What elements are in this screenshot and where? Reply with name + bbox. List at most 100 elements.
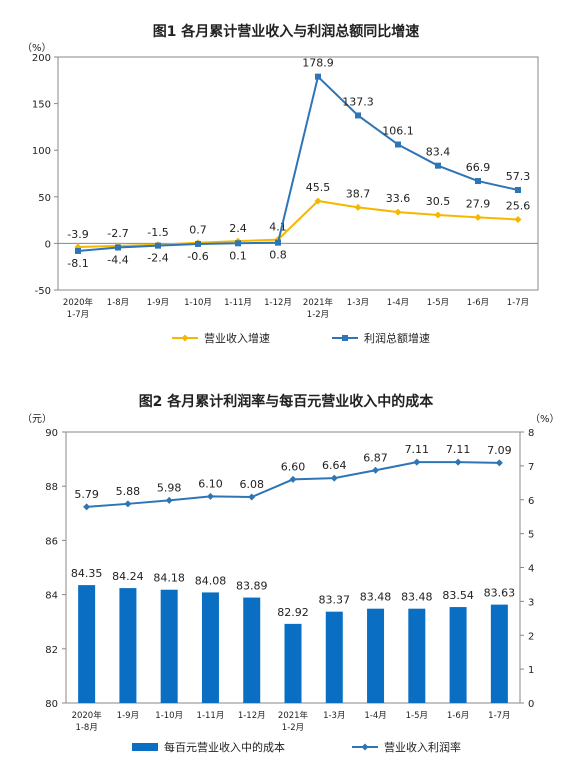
chart-1-y-tick-label: -50 — [35, 286, 51, 297]
chart-1-growth-rates: 图1 各月累计营业收入与利润总额同比增速 （%） -50 0 50 100 150 200… — [22, 23, 539, 345]
chart-2-x-tick-label: 1-3月 — [323, 711, 345, 721]
chart-1-profit-point — [515, 186, 521, 193]
chart-1-x-tick-label: 1-9月 — [147, 298, 169, 308]
chart-2-left-tick-label: 90 — [45, 428, 58, 439]
chart-2-bar-label: 83.63 — [484, 587, 516, 600]
chart-1-data-label: 30.5 — [426, 195, 451, 208]
chart-2-rate-label: 6.08 — [239, 478, 264, 491]
chart-2-left-tick-label: 84 — [45, 591, 58, 602]
chart-2-bar-label: 83.48 — [360, 591, 392, 604]
chart-1-revenue-point — [394, 208, 402, 216]
chart-2-cost-bar — [408, 608, 426, 703]
chart-2-right-tick-label: 4 — [528, 564, 534, 575]
chart-1-data-label: 57.3 — [506, 170, 531, 183]
chart-1-x-tick-label: 1-8月 — [107, 298, 129, 308]
chart-2-cost-bar — [78, 585, 96, 703]
chart-2-cost-bar — [449, 607, 467, 703]
chart-2-rate-label: 6.60 — [281, 460, 306, 473]
chart-1-y-tick-label: 150 — [32, 100, 51, 111]
chart-2-bar-label: 84.24 — [112, 570, 144, 583]
chart-2-rate-point — [454, 458, 462, 466]
chart-2-rate-point — [248, 493, 256, 501]
chart-1-x-tick-label: 1-4月 — [387, 298, 409, 308]
chart-1-x-tick-label: 2021年 — [303, 297, 334, 308]
chart-1-data-label: 106.1 — [382, 125, 414, 138]
chart-1-data-label: 137.3 — [342, 95, 374, 108]
chart-1-plot: -50 0 50 100 150 200 2020年 1-7月 1-8月 1-9月 1-10月 1-1… — [32, 53, 539, 345]
chart-1-legend-label: 利润总额增速 — [364, 331, 430, 345]
chart-2-x-tick-label: 1-10月 — [155, 711, 183, 721]
chart-2-rate-label: 7.09 — [487, 444, 512, 457]
chart-1-plot-frame — [57, 56, 539, 291]
chart-2-rate-point — [124, 500, 132, 508]
chart-2-left-axis-label: （元） — [22, 413, 52, 425]
chart-2-x-tick-label: 1-8月 — [75, 723, 97, 733]
chart-2-legend-label: 营业收入利润率 — [384, 740, 461, 754]
chart-1-revenue-point — [434, 211, 442, 219]
chart-1-profit-point — [155, 242, 161, 249]
chart-2-rate-label: 6.10 — [198, 477, 223, 490]
chart-2-rate-label: 6.87 — [363, 451, 388, 464]
chart-1-legend-label: 营业收入增速 — [204, 331, 270, 345]
chart-1-legend-swatch-marker — [342, 335, 348, 341]
chart-2-x-tick-label: 2020年 — [72, 710, 103, 721]
chart-1-data-label: -8.1 — [67, 257, 88, 270]
chart-2-rate-label: 5.98 — [157, 481, 182, 494]
chart-1-profit-point — [355, 112, 361, 119]
chart-2-right-tick-label: 3 — [528, 597, 534, 608]
chart-1-data-label: 38.7 — [346, 187, 371, 200]
chart-2-bar-label: 83.48 — [401, 591, 433, 604]
chart-1-data-label: -2.7 — [107, 227, 128, 240]
chart-1-data-label: 178.9 — [302, 57, 334, 70]
chart-2-cost-bar — [325, 611, 343, 703]
chart-1-revenue-point — [354, 203, 362, 211]
chart-2-rate-point — [413, 458, 421, 466]
chart-2-legend-label: 每百元营业收入中的成本 — [164, 740, 285, 754]
chart-1-revenue-point — [474, 213, 482, 221]
chart-1-data-label: -3.9 — [67, 228, 88, 241]
chart-1-data-label: -4.4 — [107, 254, 128, 267]
chart-2-right-tick-label: 0 — [528, 699, 534, 710]
chart-1-data-label: 0.1 — [229, 249, 247, 262]
chart-2-rate-point — [83, 503, 91, 511]
chart-1-y-tick-label: 200 — [32, 53, 51, 64]
chart-2-x-tick-label: 2021年 — [278, 710, 309, 721]
chart-2-rate-point — [206, 492, 214, 500]
chart-1-data-label: 33.6 — [386, 192, 411, 205]
chart-1-profit-point — [275, 239, 281, 246]
chart-2-rate-label: 5.79 — [74, 488, 99, 501]
chart-1-data-label: 0.7 — [189, 224, 207, 237]
chart-1-data-label: 25.6 — [506, 200, 531, 213]
chart-2-x-tick-label: 1-2月 — [282, 723, 304, 733]
chart-1-x-tick-label: 1-3月 — [347, 298, 369, 308]
chart-2-cost-bar — [119, 588, 137, 703]
chart-2-bar-label: 83.37 — [319, 594, 351, 607]
chart-2-rate-point — [495, 459, 503, 467]
chart-1-data-label: -1.5 — [147, 226, 168, 239]
chart-2-bar-label: 82.92 — [277, 606, 309, 619]
chart-2-x-tick-label: 1-6月 — [447, 711, 469, 721]
chart-2-legend-swatch-bar — [132, 743, 158, 751]
chart-1-revenue-point — [514, 216, 522, 224]
chart-2-legend-swatch-marker — [361, 743, 369, 751]
chart-2-bar-label: 84.08 — [195, 574, 227, 587]
chart-1-x-tick-label: 1-11月 — [224, 298, 252, 308]
chart-2-right-tick-label: 5 — [528, 530, 534, 541]
chart-2-rate-label: 5.88 — [116, 485, 141, 498]
chart-1-data-label: 2.4 — [229, 222, 247, 235]
chart-1-legend-swatch-marker — [181, 334, 189, 342]
chart-1-data-label: 66.9 — [466, 161, 491, 174]
chart-2-rate-point — [165, 496, 173, 504]
chart-1-x-tick-label: 1-10月 — [184, 298, 212, 308]
chart-1-profit-point — [315, 73, 321, 80]
chart-1-profit-point — [435, 162, 441, 169]
chart-2-left-tick-label: 88 — [45, 482, 58, 493]
chart-1-revenue-point — [314, 197, 322, 205]
chart-2-x-tick-label: 1-7月 — [488, 711, 510, 721]
chart-1-y-tick-label: 100 — [32, 146, 51, 157]
chart-1-data-label: -0.6 — [187, 250, 208, 263]
chart-2-rate-point — [372, 466, 380, 474]
chart-1-x-tick-label: 1-12月 — [264, 298, 292, 308]
chart-2-right-tick-label: 6 — [528, 496, 534, 507]
